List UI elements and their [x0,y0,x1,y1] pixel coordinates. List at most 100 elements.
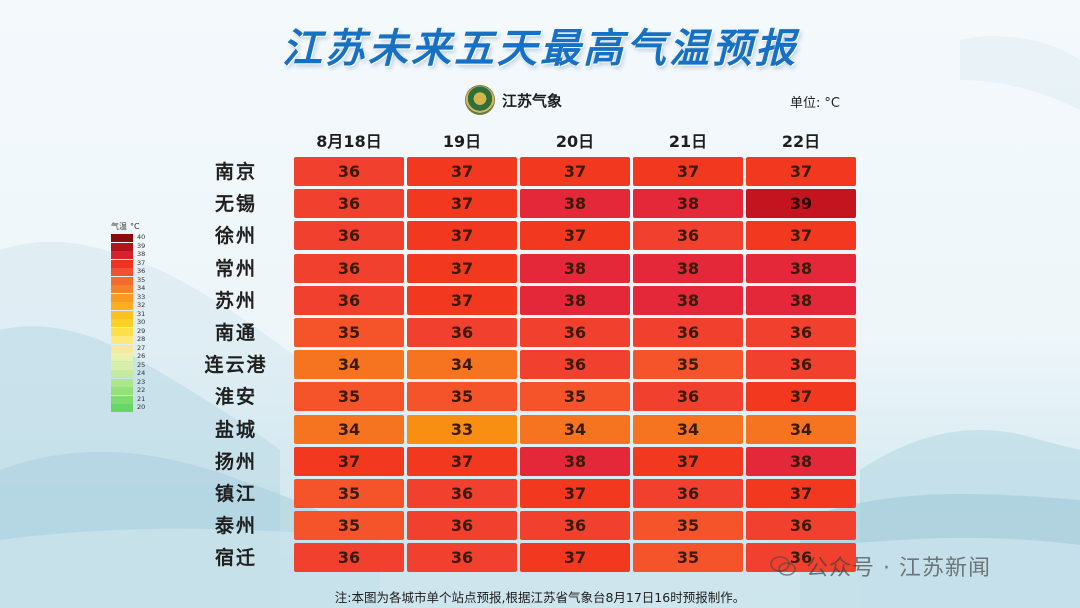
table-row: 苏州 36 37 38 38 38 [0,285,1080,316]
table-row: 无锡 36 37 38 38 39 [0,189,1080,219]
legend-swatch [111,285,133,293]
legend-swatch [111,234,133,242]
legend-value: 23 [137,377,146,386]
legend-item: 36 [111,267,161,277]
legend-value: 31 [137,309,146,318]
legend-swatch [111,353,133,361]
temperature-cell: 34 [294,350,404,380]
temperature-cell: 34 [520,414,630,444]
temperature-cell: 38 [520,189,630,219]
legend-swatch [111,302,133,310]
temperature-cell: 36 [407,318,517,347]
table-row: 盐城 34 33 34 34 34 [0,414,1080,445]
city-label: 镇江 [214,483,257,505]
legend-swatch [111,268,133,276]
temperature-cell: 35 [633,511,743,541]
temperature-cell: 37 [520,479,630,508]
unit-label: 单位: °C [790,92,840,111]
legend-swatch [111,242,133,251]
table-row: 连云港 34 34 36 35 36 [0,350,1080,380]
legend-value: 39 [137,241,146,250]
legend-item: 33 [111,292,161,303]
logo-text: 江苏气象 [502,91,563,110]
temperature-cell: 36 [520,511,630,541]
table-row: 徐州 36 37 37 36 37 [0,221,1080,251]
table-row: 宿迁 36 36 37 35 36 [0,543,1080,573]
legend-value: 32 [137,301,146,309]
legend-unit: °C [130,222,140,231]
city-label: 南京 [214,161,257,183]
legend-item: 38 [111,250,161,260]
temperature-cell: 36 [520,350,630,380]
legend-value: 34 [137,284,146,292]
legend-swatch [111,387,133,395]
temperature-cell: 38 [746,285,856,315]
temperature-cell: 35 [633,350,743,380]
date-header-row: 8月18日 19日 20日 21日 22日 [0,128,1080,154]
watermark-text: 公众号 · 江苏新闻 [806,556,991,581]
temperature-cell: 36 [746,318,856,347]
legend-value: 22 [137,386,146,394]
legend-item: 34 [111,284,161,294]
weather-bureau-badge-icon [466,86,494,114]
temperature-cell: 38 [520,446,630,476]
temperature-cell: 37 [520,157,630,186]
legend-swatch [111,378,133,387]
legend-item: 22 [111,386,161,396]
temperature-cell: 36 [294,157,404,186]
legend-swatch [111,370,133,378]
legend-swatch [111,276,133,285]
city-label: 常州 [214,257,257,280]
legend-value: 27 [137,343,146,352]
date-header: 21日 [668,132,708,151]
legend-item: 23 [111,377,161,388]
table-row: 常州 36 37 38 38 38 [0,253,1080,284]
city-label: 无锡 [214,193,257,216]
legend-value: 37 [137,258,146,267]
temperature-cell: 37 [633,446,743,476]
legend-value: 30 [137,318,146,326]
temperature-cell: 33 [407,414,517,444]
temperature-cell: 37 [746,382,856,412]
temperature-cell: 36 [294,253,404,283]
date-header: 8月18日 [316,132,382,151]
temperature-cell: 38 [633,189,743,219]
legend-item: 30 [111,318,161,328]
temperature-cell: 36 [633,479,743,508]
table-row: 扬州 37 37 38 37 38 [0,446,1080,477]
legend-swatch [111,310,133,319]
legend-item: 20 [111,403,161,413]
temperature-cell: 38 [520,253,630,283]
city-label: 扬州 [214,450,257,473]
legend-value: 40 [137,233,146,241]
temperature-cell: 36 [746,511,856,541]
legend-item: 25 [111,361,161,371]
temperature-cell: 37 [746,479,856,508]
logo: 江苏气象 [466,86,562,114]
footnote: 注:本图为各城市单个站点预报,根据江苏省气象台8月17日16时预报制作。 [334,590,746,605]
legend-item: 26 [111,352,161,362]
legend-value: 38 [137,250,146,258]
temperature-cell: 36 [294,543,404,573]
table-row: 淮安 35 35 35 36 37 [0,382,1080,412]
temperature-cell: 36 [407,511,517,541]
temperature-cell: 38 [746,253,856,283]
legend-item: 29 [111,327,161,337]
temperature-cell: 37 [520,543,630,573]
city-label: 徐州 [214,225,257,248]
date-header: 20日 [555,132,595,151]
city-label: 泰州 [214,515,257,538]
temperature-cell: 37 [407,285,517,315]
legend-value: 20 [137,403,146,411]
legend-swatch [111,404,133,412]
temperature-cell: 37 [407,189,517,219]
date-header: 19日 [442,132,482,151]
temperature-cell: 35 [633,543,743,573]
temperature-cell: 34 [633,414,743,444]
legend-swatch [111,259,133,268]
legend-item: 24 [111,369,161,379]
legend-value: 21 [137,394,146,403]
legend-value: 33 [137,292,146,301]
legend-value: 28 [137,335,146,343]
temperature-cell: 38 [520,285,630,315]
